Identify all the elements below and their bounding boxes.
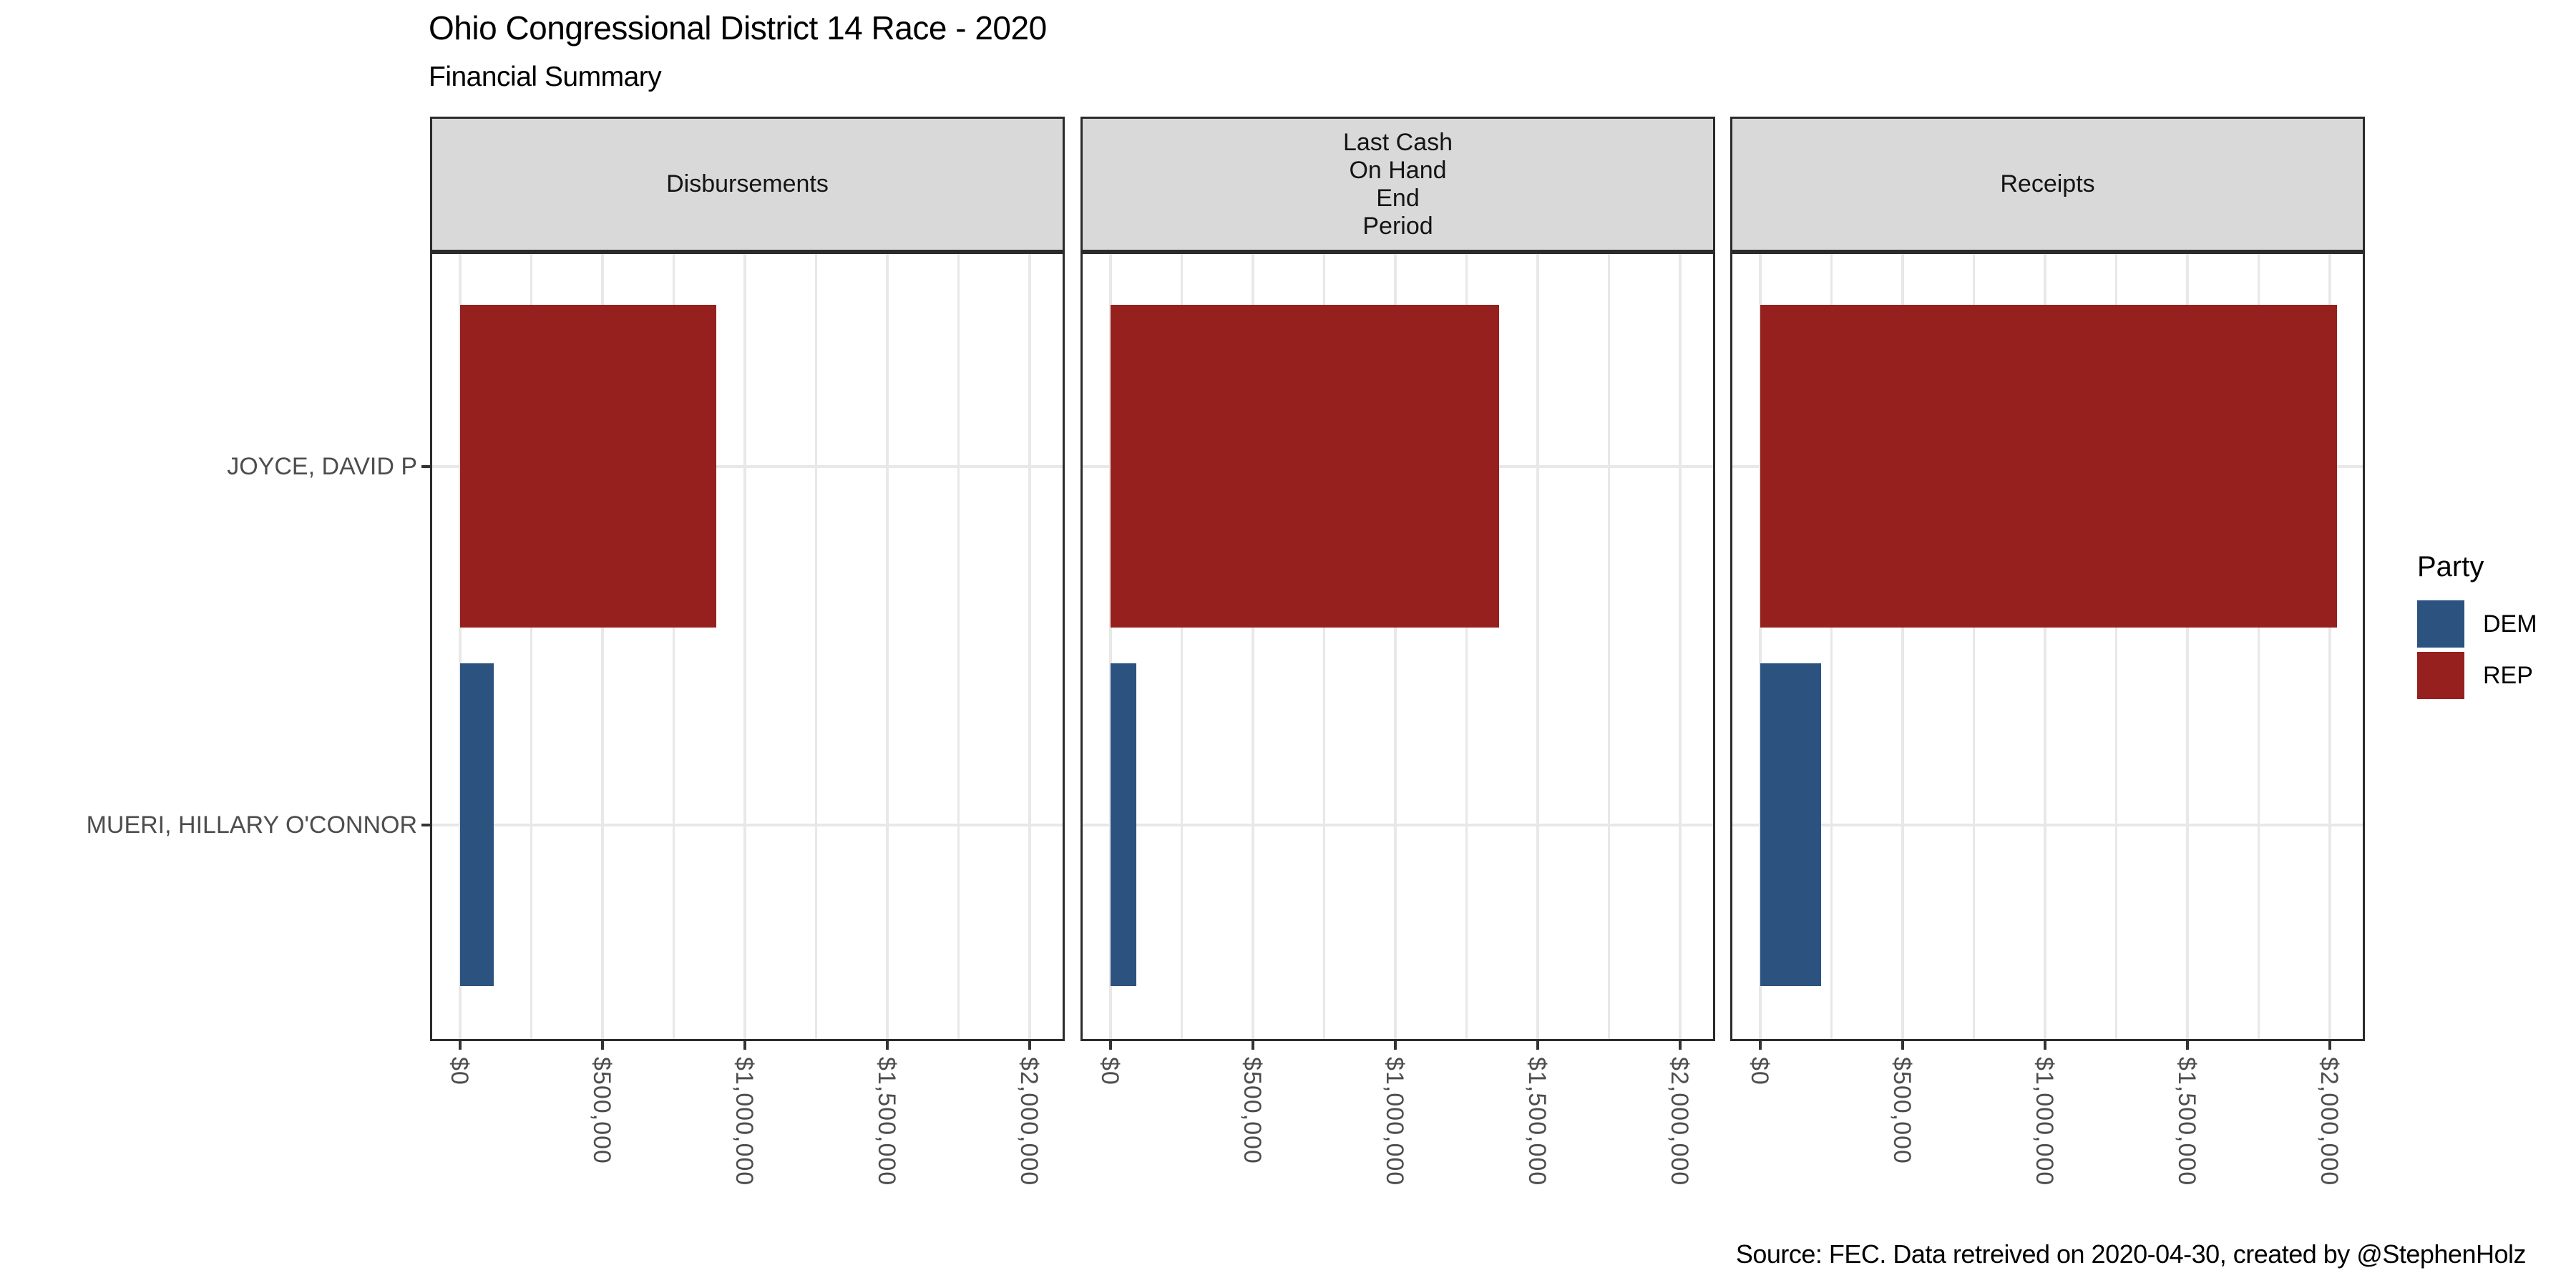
bar-dem-facet-0 [460, 663, 494, 986]
x-tick-label: $2,000,000 [1666, 1057, 1693, 1186]
gridline-vertical-major [601, 254, 604, 1039]
facet-0-strip: Disbursements [430, 117, 1065, 252]
gridline-vertical-minor [1973, 254, 1975, 1039]
gridline-vertical-major [1536, 254, 1539, 1039]
x-tick-mark [2186, 1041, 2189, 1050]
bar-dem-facet-2 [1760, 663, 1821, 986]
facet-1-strip: Last Cash On Hand End Period [1080, 117, 1715, 252]
x-tick-mark [1901, 1041, 1904, 1050]
gridline-vertical-minor [2115, 254, 2117, 1039]
x-tick-mark [459, 1041, 462, 1050]
x-tick-mark [1252, 1041, 1254, 1050]
gridline-vertical-major [886, 254, 889, 1039]
x-tick-mark [743, 1041, 746, 1050]
facet-2-strip: Receipts [1730, 117, 2365, 252]
y-tick-mark [421, 823, 430, 826]
rep-color-swatch [2417, 652, 2464, 699]
gridline-vertical-minor [1465, 254, 1468, 1039]
x-tick-mark [1028, 1041, 1031, 1050]
gridline-vertical-major [1394, 254, 1397, 1039]
legend-label-rep: REP [2483, 661, 2533, 689]
y-tick-mark [421, 464, 430, 468]
x-tick-mark [1109, 1041, 1112, 1050]
gridline-vertical-minor [957, 254, 960, 1039]
x-tick-label: $1,000,000 [1381, 1057, 1408, 1186]
chart-title: Ohio Congressional District 14 Race - 20… [429, 9, 1047, 47]
gridline-vertical-major [1679, 254, 1682, 1039]
source-caption: Source: FEC. Data retreived on 2020-04-3… [1735, 1239, 2527, 1269]
facet-1-strip-label: Last Cash On Hand End Period [1342, 128, 1453, 240]
x-tick-label: $2,000,000 [2316, 1057, 2343, 1186]
gridline-vertical-major [743, 254, 746, 1039]
x-tick-mark [1679, 1041, 1682, 1050]
x-tick-label: $1,000,000 [2031, 1057, 2058, 1186]
x-tick-label: $500,000 [1888, 1057, 1916, 1164]
bar-rep-facet-1 [1111, 305, 1500, 628]
x-tick-label: $0 [446, 1057, 473, 1085]
gridline-vertical-major [1252, 254, 1254, 1039]
gridline-vertical-minor [1830, 254, 1833, 1039]
gridline-vertical-major [459, 254, 462, 1039]
chart-subtitle: Financial Summary [429, 62, 662, 92]
dem-color-swatch [2417, 600, 2464, 648]
x-tick-label: $1,500,000 [1523, 1057, 1551, 1186]
x-tick-label: $1,500,000 [873, 1057, 900, 1186]
y-axis-label-0: JOYCE, DAVID P [227, 452, 417, 480]
gridline-horizontal-row0 [432, 464, 1063, 468]
x-tick-label: $1,500,000 [2173, 1057, 2200, 1186]
bar-rep-facet-0 [460, 305, 717, 628]
legend-item-rep: REP [2417, 652, 2537, 699]
bar-dem-facet-1 [1111, 663, 1136, 986]
gridline-vertical-major [1109, 254, 1112, 1039]
facet-2-panel [1730, 252, 2365, 1041]
gridline-vertical-minor [530, 254, 532, 1039]
x-tick-mark [1759, 1041, 1762, 1050]
gridline-vertical-minor [1323, 254, 1325, 1039]
facet-0-strip-label: Disbursements [666, 170, 829, 197]
gridline-vertical-minor [815, 254, 817, 1039]
x-tick-mark [2328, 1041, 2331, 1050]
bar-rep-facet-2 [1760, 305, 2337, 628]
x-tick-label: $500,000 [1239, 1057, 1266, 1164]
facet-1-panel [1080, 252, 1715, 1041]
legend-label-dem: DEM [2483, 610, 2537, 638]
legend-title: Party [2417, 551, 2484, 582]
gridline-vertical-major [2044, 254, 2046, 1039]
gridline-vertical-major [2328, 254, 2331, 1039]
gridline-vertical-major [2186, 254, 2189, 1039]
x-tick-mark [2044, 1041, 2046, 1050]
y-axis-label-1: MUERI, HILLARY O'CONNOR [86, 811, 417, 839]
x-tick-mark [1394, 1041, 1397, 1050]
gridline-vertical-minor [673, 254, 675, 1039]
x-tick-label: $0 [1096, 1057, 1123, 1085]
gridline-vertical-major [1759, 254, 1762, 1039]
gridline-horizontal-row1 [1083, 823, 1713, 826]
legend-item-dem: DEM [2417, 600, 2537, 648]
x-tick-mark [601, 1041, 604, 1050]
x-tick-label: $0 [1746, 1057, 1773, 1085]
gridline-horizontal-row1 [1732, 823, 2363, 826]
x-tick-mark [1536, 1041, 1539, 1050]
x-tick-label: $2,000,000 [1015, 1057, 1043, 1186]
x-tick-label: $500,000 [588, 1057, 615, 1164]
gridline-vertical-minor [1608, 254, 1610, 1039]
facet-0-panel [430, 252, 1065, 1041]
x-tick-label: $1,000,000 [731, 1057, 758, 1186]
gridline-vertical-major [1028, 254, 1031, 1039]
gridline-vertical-minor [1181, 254, 1183, 1039]
facet-2-strip-label: Receipts [2000, 170, 2095, 197]
gridline-vertical-minor [2258, 254, 2260, 1039]
gridline-vertical-major [1901, 254, 1904, 1039]
x-tick-mark [886, 1041, 889, 1050]
gridline-horizontal-row1 [432, 823, 1063, 826]
legend: Party DEM REP [2417, 551, 2537, 703]
